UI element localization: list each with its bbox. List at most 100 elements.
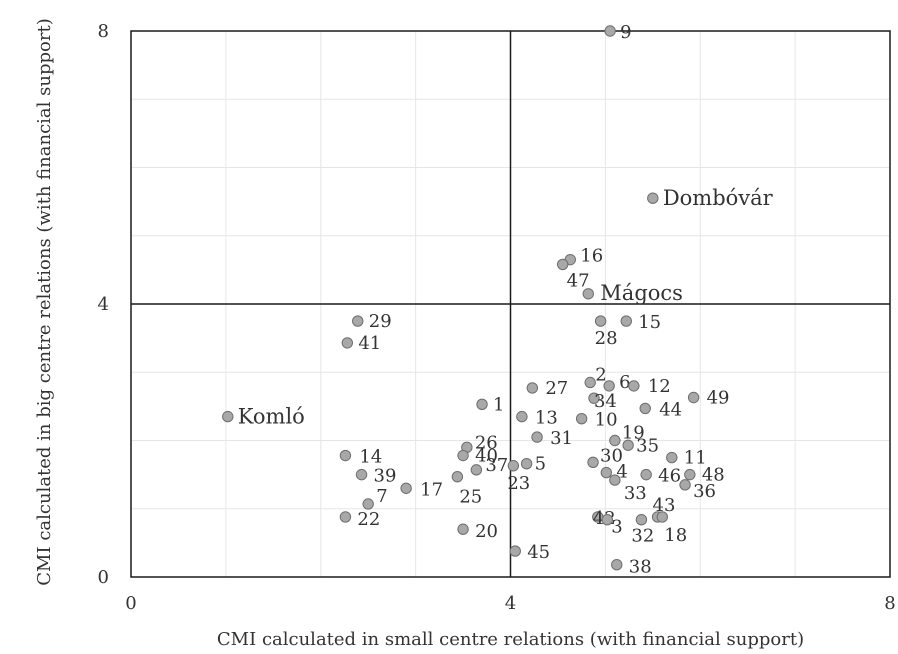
data-point [509, 545, 521, 557]
data-point [609, 434, 621, 447]
data-point-label: Dombóvár [663, 186, 774, 210]
data-point [451, 470, 464, 483]
data-point [603, 380, 615, 392]
data-point [575, 412, 588, 425]
data-point-label: 29 [369, 311, 392, 332]
data-point [457, 523, 469, 535]
data-point-label: 45 [527, 542, 550, 563]
plot-frame [130, 30, 891, 578]
data-point [609, 474, 621, 486]
data-point-label: 16 [580, 246, 603, 267]
data-point-label: 2 [595, 364, 606, 385]
y-tick-label: 0 [98, 567, 109, 588]
data-point-label: 34 [594, 391, 617, 412]
data-point [339, 511, 352, 523]
data-point-label: Komló [238, 405, 305, 429]
data-point-label: 14 [359, 447, 382, 468]
data-point-label: 17 [420, 479, 443, 500]
data-point-label: 15 [638, 312, 661, 333]
data-point-label: 13 [535, 408, 558, 429]
data-point [587, 456, 599, 469]
data-point [656, 511, 668, 523]
data-point [684, 468, 696, 481]
data-point-label: Mágocs [600, 281, 683, 305]
data-point [400, 482, 412, 494]
data-point-label: 27 [545, 378, 568, 399]
data-point [666, 451, 678, 464]
x-tick-label: 4 [505, 593, 516, 614]
data-point [476, 398, 488, 411]
data-point-label: 4 [616, 462, 627, 483]
data-point-label: 43 [653, 495, 676, 516]
data-point [628, 380, 640, 392]
data-point [635, 513, 648, 526]
data-point [679, 479, 691, 491]
data-point [516, 410, 528, 423]
data-point [341, 337, 354, 349]
data-point [507, 460, 520, 472]
data-point [639, 402, 651, 415]
data-point [588, 392, 600, 404]
data-point-label: 20 [475, 521, 498, 542]
data-point-label: 18 [664, 525, 687, 546]
y-axis-title: CMI calculated in big centre relations (… [34, 18, 55, 585]
data-point-label: 31 [550, 428, 573, 449]
data-point [601, 513, 613, 526]
data-point-label: 48 [702, 465, 725, 486]
data-point [622, 439, 634, 451]
data-point-label: 9 [620, 22, 631, 43]
data-point [647, 192, 659, 204]
data-point [640, 468, 652, 481]
data-point [600, 466, 613, 479]
data-point [620, 315, 632, 327]
data-point-label: 28 [595, 328, 618, 349]
data-point-label: 26 [475, 432, 498, 453]
data-point [352, 315, 364, 327]
data-point-label: 35 [636, 435, 659, 456]
data-point-label: 39 [374, 466, 397, 487]
data-point-label: 10 [595, 410, 618, 431]
data-point [687, 391, 700, 404]
data-point [362, 498, 374, 510]
data-point [584, 376, 596, 389]
data-point-label: 41 [358, 333, 381, 354]
data-point-label: 32 [631, 526, 654, 547]
data-point [355, 468, 368, 481]
y-tick-label: 4 [98, 294, 109, 315]
data-point [611, 559, 623, 571]
data-point-label: 49 [707, 388, 730, 409]
data-point-label: 12 [648, 376, 671, 397]
data-point [526, 382, 539, 394]
data-point-label: 25 [459, 487, 482, 508]
data-point [604, 25, 616, 37]
data-point [222, 410, 234, 423]
data-point-label: 38 [629, 557, 652, 578]
y-tick-label: 8 [98, 21, 109, 42]
data-point-label: 11 [684, 448, 707, 469]
data-point-label: 3 [611, 517, 622, 538]
data-point-label: 36 [693, 481, 716, 502]
data-point [582, 288, 594, 300]
data-point [520, 458, 533, 470]
data-point [339, 449, 352, 462]
data-point [556, 258, 569, 271]
data-point [457, 449, 469, 462]
data-point-label: 46 [658, 466, 681, 487]
data-point-label: 33 [624, 483, 647, 504]
data-point [470, 464, 483, 476]
data-point-label: 37 [485, 455, 508, 476]
x-tick-label: 0 [125, 593, 136, 614]
x-tick-label: 8 [884, 593, 895, 614]
reference-lines [131, 31, 890, 577]
data-point-label: 1 [493, 394, 504, 415]
x-axis-title: CMI calculated in small centre relations… [217, 629, 804, 650]
data-point-label: 47 [567, 270, 590, 291]
data-point-label: 19 [622, 423, 645, 444]
data-point-label: 40 [475, 446, 498, 467]
data-point [531, 431, 543, 443]
data-point-label: 23 [507, 473, 530, 494]
data-point-label: 22 [357, 509, 380, 530]
